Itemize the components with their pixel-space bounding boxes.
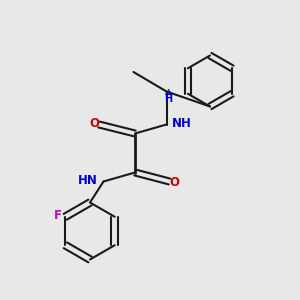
Text: HN: HN <box>78 173 98 187</box>
Text: F: F <box>54 209 62 222</box>
Text: O: O <box>89 116 100 130</box>
Text: H: H <box>164 94 172 104</box>
Text: NH: NH <box>172 116 192 130</box>
Text: O: O <box>169 176 179 190</box>
